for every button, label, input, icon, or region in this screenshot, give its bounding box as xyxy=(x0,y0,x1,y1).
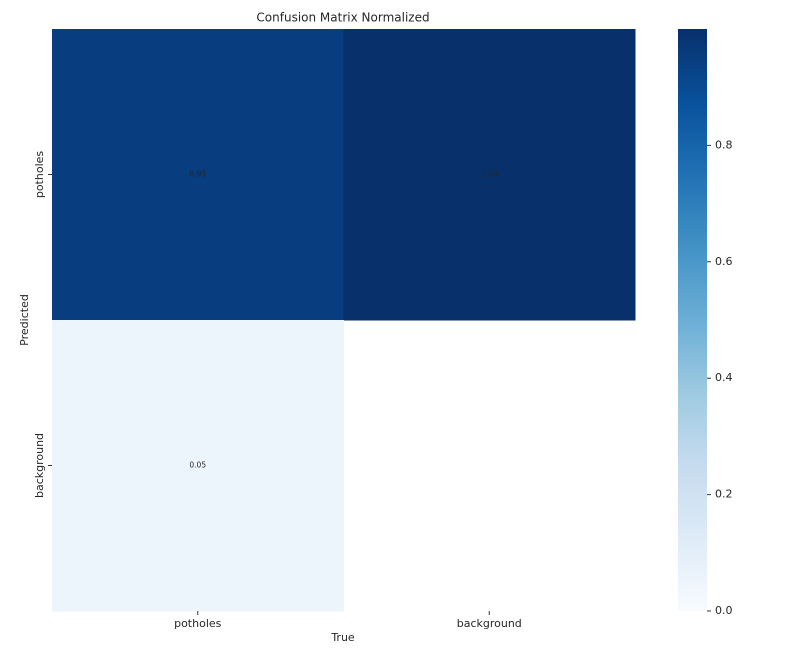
colorbar-tick-label: 0.6 xyxy=(715,255,733,268)
cell xyxy=(52,320,344,612)
colorbar-tick-label: 0.2 xyxy=(715,488,733,501)
y-tick-label: potholes xyxy=(33,151,46,199)
colorbar xyxy=(678,29,707,611)
x-tick-label: potholes xyxy=(174,617,222,630)
x-axis-label: True xyxy=(330,631,355,644)
colorbar-tick-label: 0.0 xyxy=(715,604,733,617)
cell xyxy=(52,29,344,321)
x-tick-label: background xyxy=(457,617,522,630)
y-tick-label: background xyxy=(33,433,46,498)
cell xyxy=(343,29,636,321)
chart-title: Confusion Matrix Normalized xyxy=(256,11,429,25)
colorbar-tick-label: 0.4 xyxy=(715,371,733,384)
cell-label: 1.00 xyxy=(481,170,498,179)
cell-label: 0.05 xyxy=(189,461,206,470)
cell-label: 0.95 xyxy=(189,170,206,179)
y-axis-label: Predicted xyxy=(18,294,31,346)
colorbar-tick-label: 0.8 xyxy=(715,138,733,151)
